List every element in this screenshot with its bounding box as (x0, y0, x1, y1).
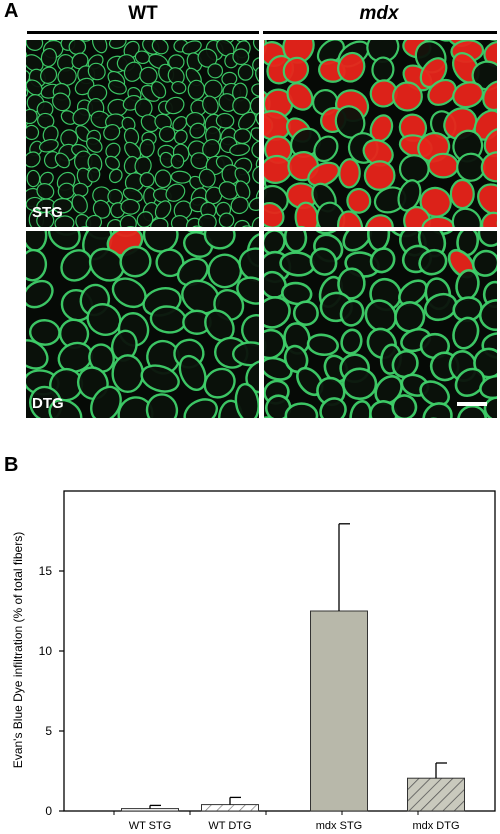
y-tick-label: 5 (45, 724, 52, 738)
x-category-label: WT STG (129, 820, 172, 832)
y-tick-label: 15 (39, 564, 53, 578)
chart-error-bars (149, 523, 447, 809)
bar-mdx-dtg (407, 777, 465, 812)
column-label-wt: WT (128, 3, 158, 24)
column-rule-wt (27, 31, 259, 34)
bar-mdx-stg (310, 610, 368, 812)
scale-bar (457, 402, 487, 406)
bar-wt-stg (121, 808, 179, 812)
micrograph-mdx-stg (264, 40, 497, 227)
x-category-label: mdx STG (316, 820, 362, 832)
column-label-mdx: mdx (359, 3, 399, 24)
panel-b-letter: B (4, 454, 19, 476)
micrograph-wt-dtg: DTG (26, 231, 259, 418)
micrograph-mdx-dtg (264, 231, 497, 418)
x-category-label: WT DTG (208, 820, 251, 832)
micrograph-wt-stg: STG (26, 40, 259, 227)
row-label-stg: STG (32, 204, 63, 221)
bar-chart: 0 5 10 15 WT STG WT DTG mdx STG mdx DTG Evan's… (11, 490, 496, 832)
x-category-label: mdx DTG (412, 820, 459, 832)
column-rule-mdx (263, 31, 497, 34)
chart-x-labels: WT STG WT DTG mdx STG mdx DTG (129, 820, 460, 832)
y-tick-label: 10 (39, 644, 53, 658)
row-label-dtg: DTG (32, 395, 64, 412)
chart-bars (121, 610, 465, 812)
bar-wt-dtg (201, 804, 259, 812)
chart-frame (63, 490, 496, 812)
y-tick-label: 0 (45, 804, 52, 818)
y-axis-label: Evan's Blue Dye infiltration (% of total… (11, 532, 25, 768)
chart-y-ticks: 0 5 10 15 (39, 564, 419, 818)
panel-a-letter: A (4, 0, 19, 22)
plot-area-frame (63, 490, 496, 812)
